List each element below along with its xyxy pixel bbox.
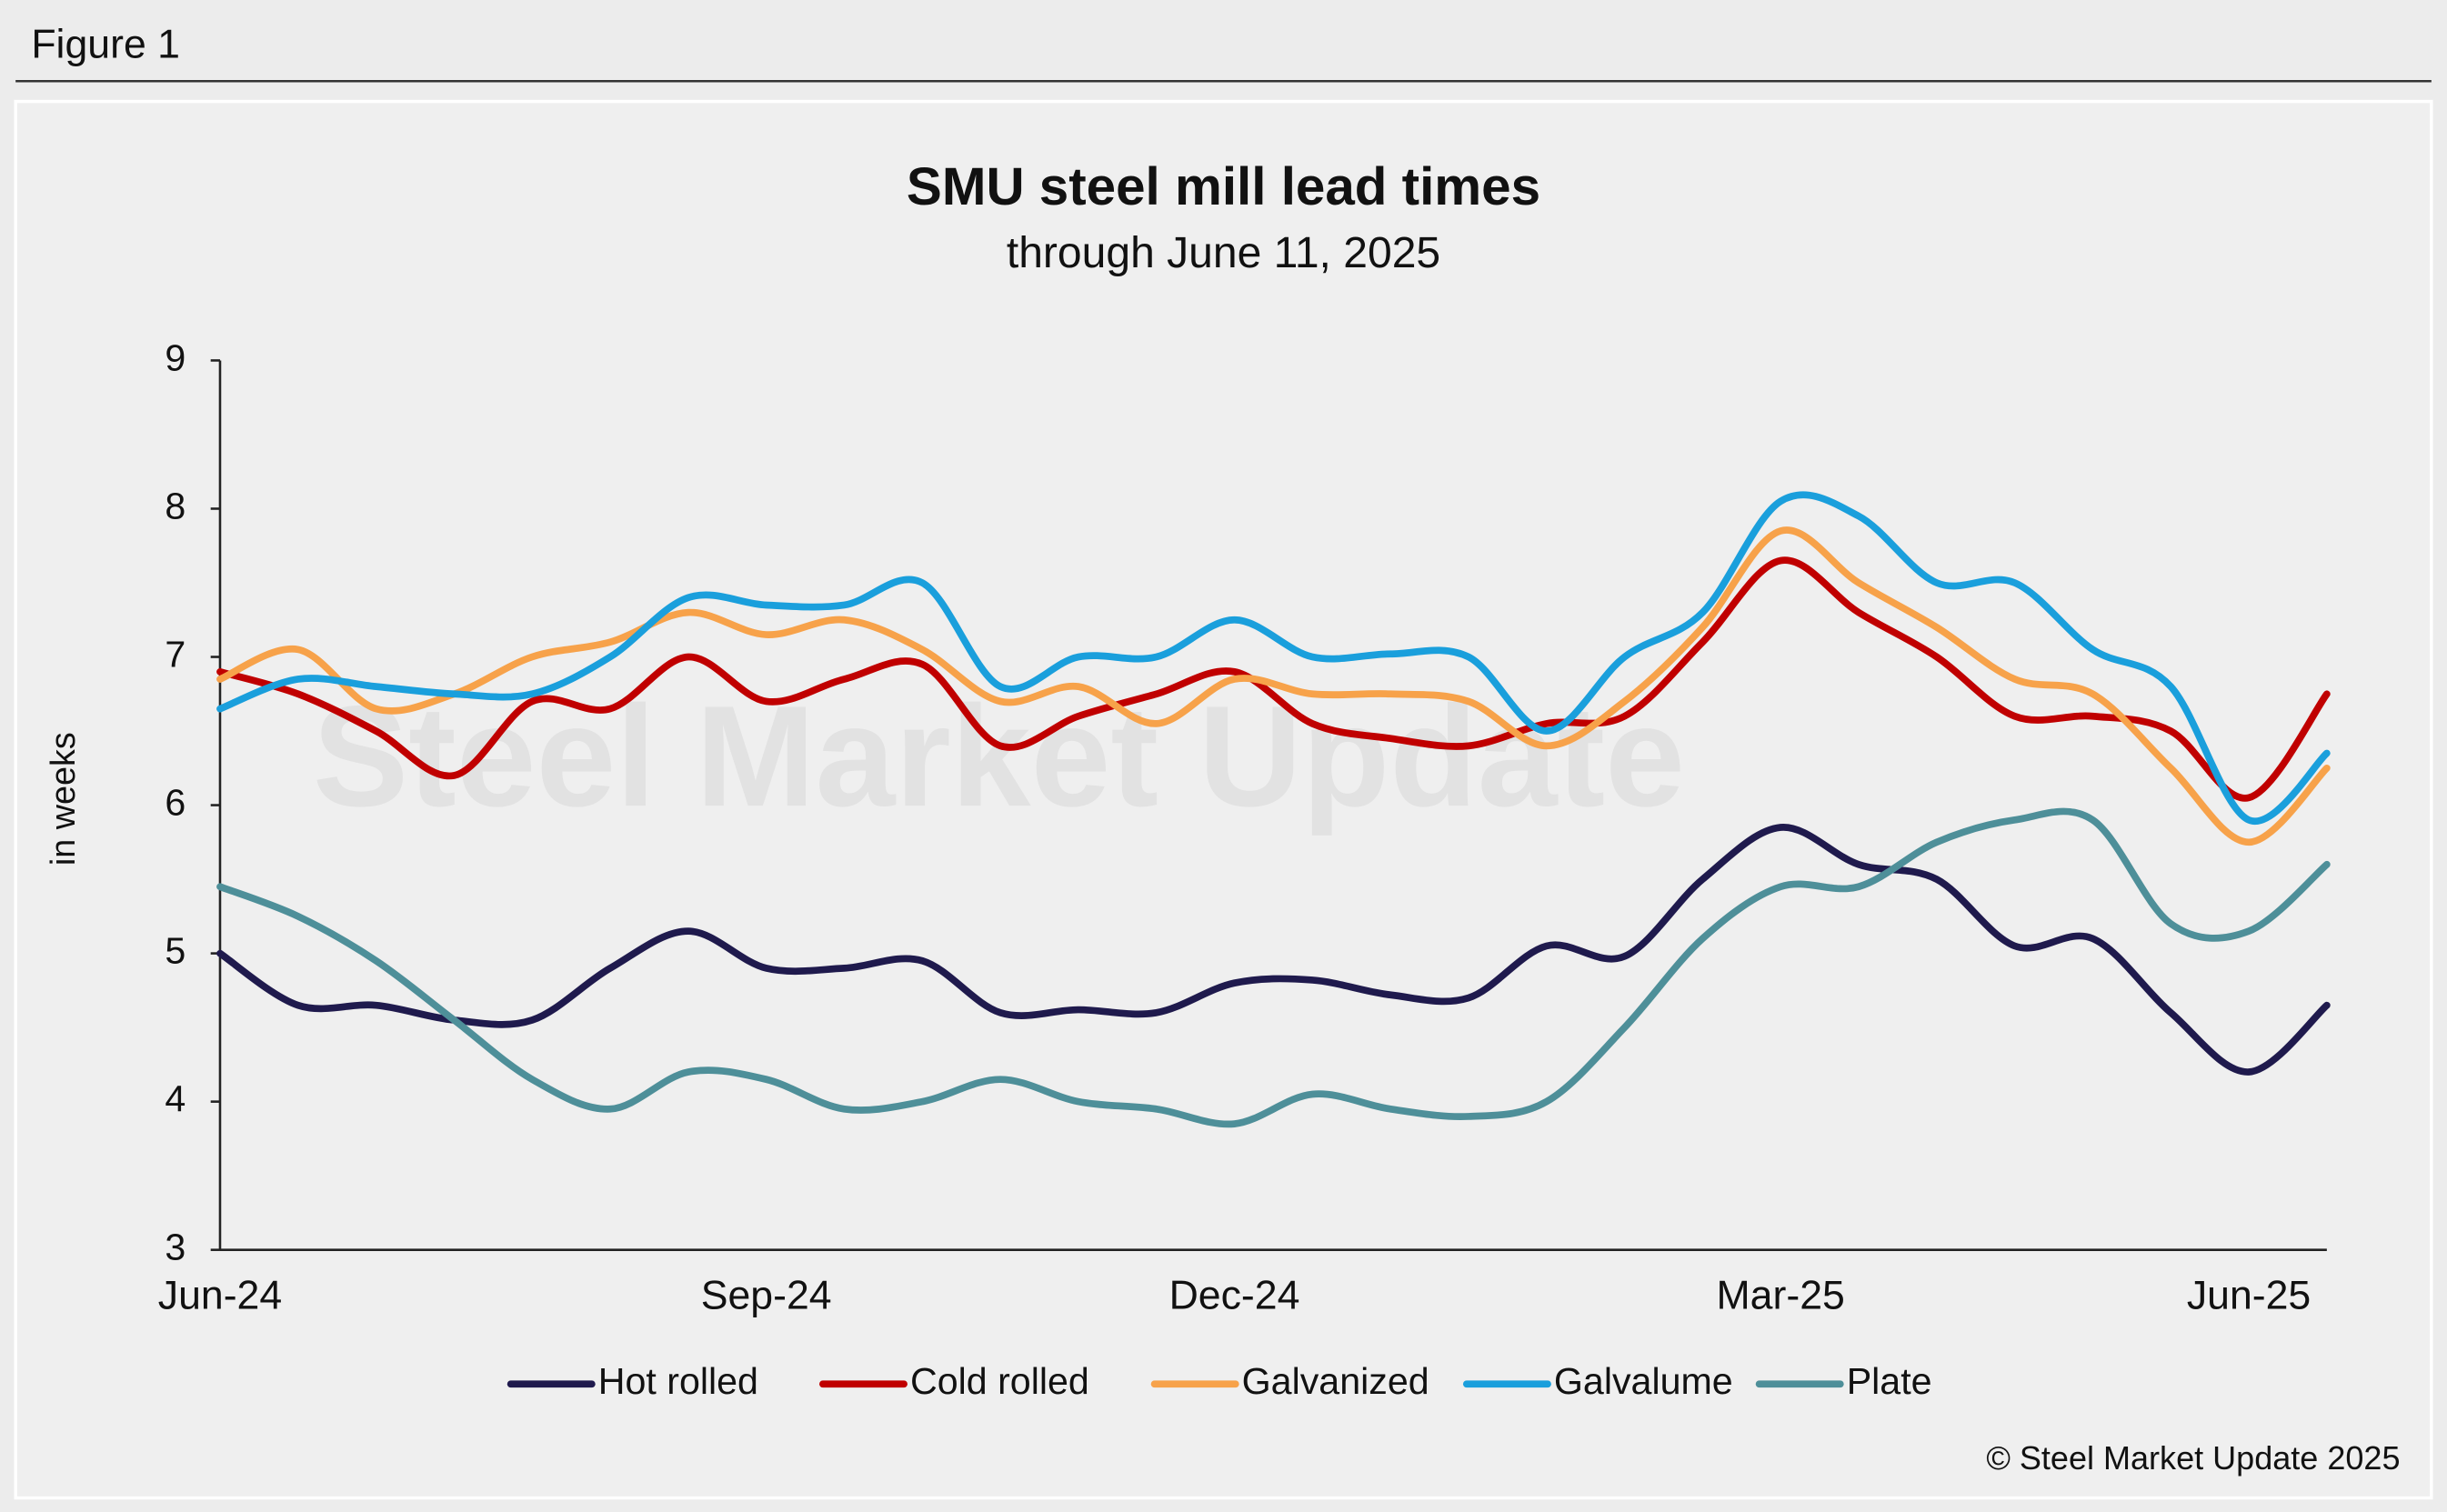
- y-tick-label: 3: [165, 1227, 186, 1268]
- y-tick-label: 4: [165, 1078, 186, 1120]
- y-tick-label: 5: [165, 929, 186, 971]
- x-tick-label: Jun-24: [158, 1274, 282, 1318]
- series-line: [216, 824, 2331, 1076]
- series-line: [216, 526, 2331, 846]
- chart-subtitle: through June 11, 2025: [1007, 229, 1440, 277]
- chart-title: SMU steel mill lead times: [907, 157, 1540, 216]
- legend-label: Galvanized: [1242, 1360, 1429, 1402]
- y-tick-label: 7: [165, 633, 186, 675]
- x-tick-label: Jun-25: [2187, 1274, 2311, 1318]
- y-tick-label: 9: [165, 336, 186, 378]
- legend-label: Galvalume: [1554, 1360, 1733, 1402]
- figure-label: Figure 1: [31, 22, 180, 66]
- y-tick-label: 6: [165, 781, 186, 823]
- x-tick-label: Sep-24: [701, 1274, 832, 1318]
- series-line: [216, 556, 2331, 802]
- series-line: [216, 807, 2331, 1128]
- panel: [14, 99, 2433, 1500]
- series-line: [216, 491, 2331, 826]
- y-tick-label: 8: [165, 485, 186, 526]
- legend-label: Hot rolled: [598, 1360, 758, 1402]
- legend-label: Cold rolled: [910, 1360, 1089, 1402]
- y-axis-label: in weeks: [44, 732, 82, 866]
- copyright: © Steel Market Update 2025: [1986, 1439, 2400, 1477]
- x-tick-label: Dec-24: [1169, 1274, 1300, 1318]
- legend-label: Plate: [1847, 1360, 1932, 1402]
- x-tick-label: Mar-25: [1717, 1274, 1845, 1318]
